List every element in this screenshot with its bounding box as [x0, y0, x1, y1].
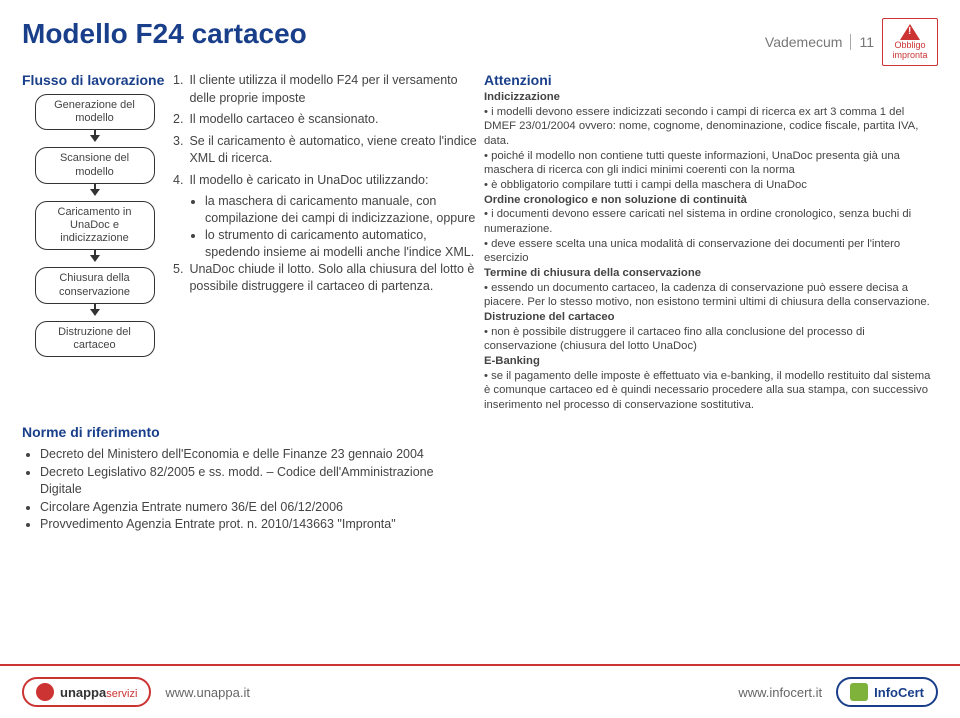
attention-title: Attenzioni	[484, 72, 938, 88]
page-title: Modello F24 cartaceo	[22, 18, 307, 50]
step-item: 1.Il cliente utilizza il modello F24 per…	[173, 72, 478, 107]
step-subitem: lo strumento di caricamento automatico, …	[205, 227, 478, 261]
header-right: Vademecum 11 Obbligo impronta	[765, 18, 938, 66]
arrow-down-icon	[90, 135, 100, 142]
step-item: 3.Se il caricamento è automatico, viene …	[173, 133, 478, 168]
step-number: 1.	[173, 72, 183, 107]
page-number: 11	[850, 34, 874, 50]
flow-title: Flusso di lavorazione	[22, 72, 167, 88]
arrow-down-icon	[90, 255, 100, 262]
step-text: Il modello è caricato in UnaDoc utilizza…	[189, 172, 428, 190]
steps-column: 1.Il cliente utilizza il modello F24 per…	[173, 72, 478, 413]
flow-node: Distruzione del cartaceo	[35, 321, 155, 357]
arrow-down-icon	[90, 309, 100, 316]
norme-item: Provvedimento Agenzia Entrate prot. n. 2…	[40, 516, 478, 534]
norme-item: Circolare Agenzia Entrate numero 36/E de…	[40, 499, 478, 517]
brand-unappa-sub: servizi	[106, 688, 137, 700]
step-item: 4. Il modello è caricato in UnaDoc utiliz…	[173, 172, 478, 190]
logo-square-icon	[850, 683, 868, 701]
warning-badge: Obbligo impronta	[882, 18, 938, 66]
brand-unappa-name: unappa	[60, 685, 106, 700]
attention-heading: Ordine cronologico e non soluzione di co…	[484, 193, 938, 208]
footer-url-left: www.unappa.it	[165, 685, 250, 700]
brand-infocert-name: InfoCert	[874, 685, 924, 700]
attention-line: • i documenti devono essere caricati nel…	[484, 207, 938, 236]
step-item: 5.UnaDoc chiude il lotto. Solo alla chiu…	[173, 261, 478, 296]
arrow-down-icon	[90, 189, 100, 196]
footer-url-right: www.infocert.it	[738, 685, 822, 700]
step-text: Il modello cartaceo è scansionato.	[189, 111, 378, 129]
attention-line: • poiché il modello non contiene tutti q…	[484, 149, 938, 178]
step-text: Se il caricamento è automatico, viene cr…	[189, 133, 478, 168]
step-number: 5.	[173, 261, 183, 296]
attention-line: • non è possibile distruggere il cartace…	[484, 325, 938, 354]
attention-column: Attenzioni Indicizzazione• i modelli dev…	[484, 72, 938, 413]
flow-node: Caricamento in UnaDoc e indicizzazione	[35, 201, 155, 251]
brand-infocert-logo: InfoCert	[836, 677, 938, 707]
norme-title: Norme di riferimento	[22, 423, 478, 443]
flow-column: Flusso di lavorazione Generazione del mo…	[22, 72, 167, 413]
attention-line: • i modelli devono essere indicizzati se…	[484, 105, 938, 149]
attention-heading: Distruzione del cartaceo	[484, 310, 938, 325]
norme-item: Decreto del Ministero dell'Economia e de…	[40, 446, 478, 464]
attention-heading: E-Banking	[484, 354, 938, 369]
step-number: 2.	[173, 111, 183, 129]
step-text: UnaDoc chiude il lotto. Solo alla chiusu…	[189, 261, 478, 296]
attention-heading: Indicizzazione	[484, 90, 938, 105]
flow-node: Chiusura della conservazione	[35, 267, 155, 303]
footer: unappaservizi www.unappa.it www.infocert…	[0, 664, 960, 718]
flow-node: Generazione del modello	[35, 94, 155, 130]
norme-item: Decreto Legislativo 82/2005 e ss. modd. …	[40, 464, 478, 499]
norme-section: Norme di riferimento Decreto del Ministe…	[22, 423, 478, 534]
attention-line: • è obbligatorio compilare tutti i campi…	[484, 178, 938, 193]
attention-line: • deve essere scelta una unica modalità …	[484, 237, 938, 266]
attention-heading: Termine di chiusura della conservazione	[484, 266, 938, 281]
logo-dot-icon	[36, 683, 54, 701]
flow-node: Scansione del modello	[35, 147, 155, 183]
warning-icon	[900, 24, 920, 40]
step-number: 3.	[173, 133, 183, 168]
warning-line2: impronta	[892, 51, 927, 60]
step-text: Il cliente utilizza il modello F24 per i…	[189, 72, 478, 107]
step-number: 4.	[173, 172, 183, 190]
step-item: 2. Il modello cartaceo è scansionato.	[173, 111, 478, 129]
attention-line: • se il pagamento delle imposte è effett…	[484, 369, 938, 413]
attention-line: • essendo un documento cartaceo, la cade…	[484, 281, 938, 310]
brand-unappa-logo: unappaservizi	[22, 677, 151, 707]
step-subitem: la maschera di caricamento manuale, con …	[205, 193, 478, 227]
breadcrumb: Vademecum	[765, 34, 843, 50]
step-sublist: la maschera di caricamento manuale, con …	[191, 193, 478, 261]
